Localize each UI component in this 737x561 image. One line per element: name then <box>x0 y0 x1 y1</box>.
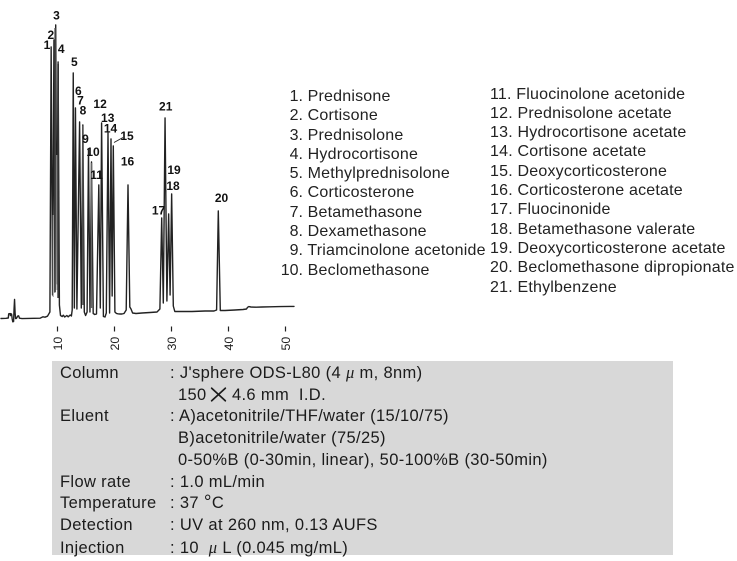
svg-text:20: 20 <box>108 337 122 351</box>
svg-text:12: 12 <box>93 97 107 111</box>
svg-text:19: 19 <box>167 163 181 177</box>
svg-text:14: 14 <box>104 122 118 136</box>
svg-text:10: 10 <box>51 337 65 351</box>
svg-text:6: 6 <box>75 84 82 98</box>
svg-text:7: 7 <box>77 94 84 108</box>
svg-text:30: 30 <box>165 337 179 351</box>
svg-text:17: 17 <box>152 204 166 218</box>
svg-text:8: 8 <box>80 103 87 117</box>
svg-text:50: 50 <box>279 337 293 351</box>
svg-text:16: 16 <box>121 155 135 169</box>
svg-text:11: 11 <box>90 168 103 182</box>
svg-text:18: 18 <box>166 179 180 193</box>
svg-text:13: 13 <box>101 111 115 125</box>
svg-text:21: 21 <box>159 100 173 114</box>
svg-text:20: 20 <box>215 191 229 205</box>
svg-text:10: 10 <box>86 145 100 159</box>
svg-text:1: 1 <box>44 38 51 52</box>
svg-text:9: 9 <box>82 132 89 146</box>
svg-text:3: 3 <box>53 9 60 23</box>
svg-text:4: 4 <box>58 42 65 56</box>
svg-text:15: 15 <box>120 129 134 143</box>
svg-text:2: 2 <box>48 28 55 42</box>
svg-text:40: 40 <box>222 337 236 351</box>
svg-text:5: 5 <box>71 55 78 69</box>
